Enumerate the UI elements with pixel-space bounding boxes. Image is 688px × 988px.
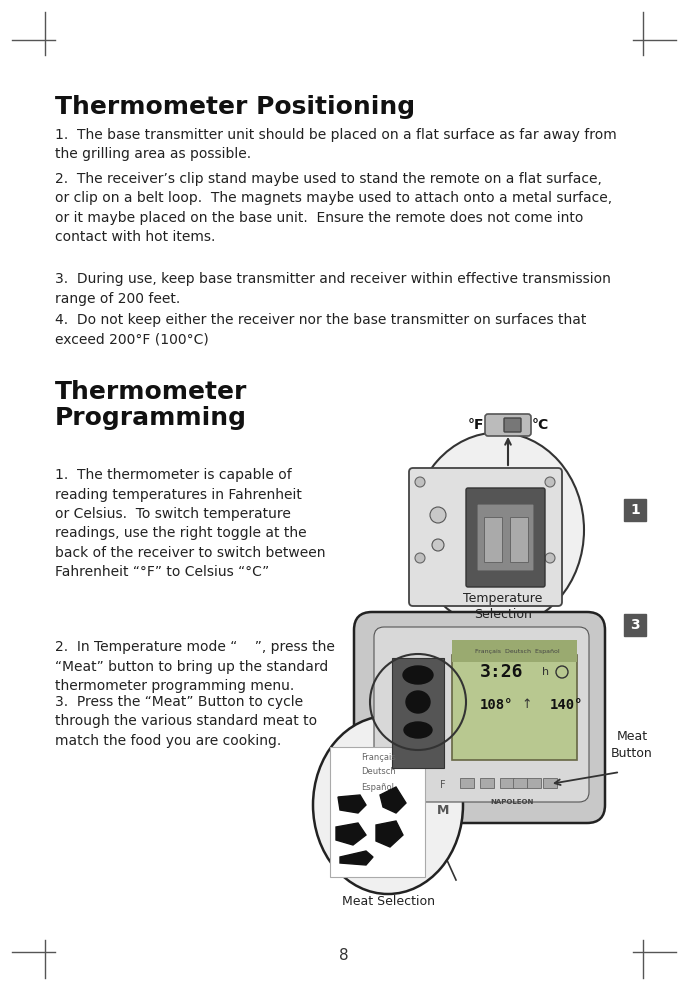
Bar <box>624 499 646 521</box>
Text: Temperature
Selection: Temperature Selection <box>463 592 543 621</box>
Text: NAPOLEON: NAPOLEON <box>491 799 534 805</box>
Text: Français: Français <box>361 753 396 762</box>
Text: Español: Español <box>361 782 394 791</box>
Text: 140°: 140° <box>550 698 583 712</box>
Polygon shape <box>338 795 366 813</box>
Text: ↑: ↑ <box>522 699 533 711</box>
Bar <box>484 517 502 562</box>
Text: 1.  The thermometer is capable of
reading temperatures in Fahrenheit
or Celsius.: 1. The thermometer is capable of reading… <box>55 468 325 580</box>
Circle shape <box>432 539 444 551</box>
Text: 2.  The receiver’s clip stand maybe used to stand the remote on a flat surface,
: 2. The receiver’s clip stand maybe used … <box>55 172 612 244</box>
Bar <box>527 778 541 788</box>
Ellipse shape <box>406 691 430 713</box>
Text: 4.  Do not keep either the receiver nor the base transmitter on surfaces that
ex: 4. Do not keep either the receiver nor t… <box>55 313 586 347</box>
Polygon shape <box>376 821 403 847</box>
Text: M: M <box>437 803 449 816</box>
FancyBboxPatch shape <box>485 414 531 436</box>
Text: 1: 1 <box>630 503 640 517</box>
Circle shape <box>430 507 446 523</box>
Text: Meat Selection: Meat Selection <box>341 895 435 908</box>
Text: °C: °C <box>531 418 548 432</box>
Text: Meat
Button: Meat Button <box>611 730 653 760</box>
Bar <box>460 778 474 788</box>
Text: Thermometer
Programming: Thermometer Programming <box>55 380 248 430</box>
Polygon shape <box>380 787 406 813</box>
Ellipse shape <box>404 722 432 738</box>
FancyBboxPatch shape <box>354 612 605 823</box>
Text: 3.  Press the “Meat” Button to cycle
through the various standard meat to
match : 3. Press the “Meat” Button to cycle thro… <box>55 695 317 748</box>
Text: 2.  In Temperature mode “    ”, press the
“Meat” button to bring up the standard: 2. In Temperature mode “ ”, press the “M… <box>55 640 335 693</box>
Bar <box>452 640 577 662</box>
Text: Deutsch: Deutsch <box>361 768 396 777</box>
Text: 8: 8 <box>339 947 349 962</box>
Polygon shape <box>340 851 373 865</box>
Text: 108°: 108° <box>480 698 513 712</box>
FancyBboxPatch shape <box>477 504 534 571</box>
FancyBboxPatch shape <box>374 627 589 802</box>
Text: F: F <box>440 780 446 790</box>
Bar <box>500 778 514 788</box>
Text: °F: °F <box>468 418 484 432</box>
Bar <box>392 658 444 768</box>
Text: 3: 3 <box>630 618 640 632</box>
Text: 3.  During use, keep base transmitter and receiver within effective transmission: 3. During use, keep base transmitter and… <box>55 272 611 305</box>
Bar <box>543 778 557 788</box>
Text: 3:26: 3:26 <box>480 663 524 681</box>
Circle shape <box>415 553 425 563</box>
Bar <box>624 614 646 636</box>
FancyBboxPatch shape <box>466 488 545 587</box>
Text: h: h <box>542 667 549 677</box>
Ellipse shape <box>313 716 463 894</box>
Bar <box>480 778 494 788</box>
FancyBboxPatch shape <box>504 418 521 432</box>
Bar <box>330 747 425 877</box>
FancyBboxPatch shape <box>409 468 562 606</box>
Circle shape <box>415 477 425 487</box>
Circle shape <box>545 553 555 563</box>
Text: 1.  The base transmitter unit should be placed on a flat surface as far away fro: 1. The base transmitter unit should be p… <box>55 128 616 161</box>
Ellipse shape <box>403 666 433 684</box>
Polygon shape <box>336 823 366 845</box>
Bar <box>510 517 528 562</box>
Ellipse shape <box>412 433 584 627</box>
Circle shape <box>545 477 555 487</box>
Text: Français  Deutsch  Español: Français Deutsch Español <box>475 649 559 654</box>
Bar <box>452 655 577 760</box>
Bar <box>513 778 527 788</box>
Text: Thermometer Positioning: Thermometer Positioning <box>55 95 415 119</box>
